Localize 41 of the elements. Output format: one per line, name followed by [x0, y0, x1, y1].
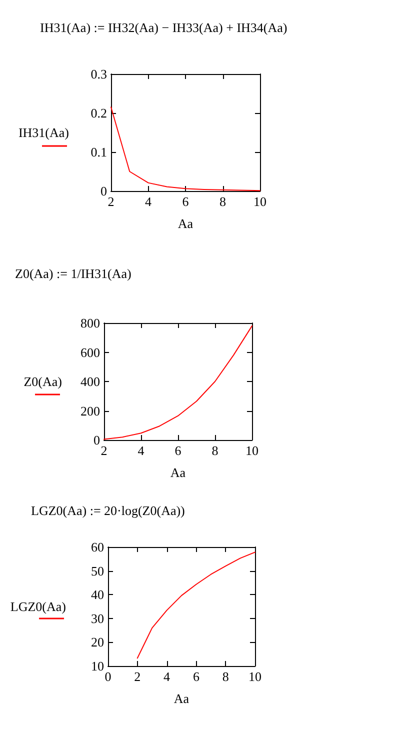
x-tick-label: 4 [145, 194, 152, 209]
y-tick-label: 200 [80, 403, 100, 418]
x-tick-label: 8 [222, 669, 229, 684]
y-tick-label: 0.3 [90, 66, 107, 82]
x-tick-label: 10 [254, 194, 266, 209]
x-tick-label: 6 [182, 194, 190, 209]
y-tick-label: 60 [91, 540, 104, 554]
x-tick-label: 4 [164, 669, 171, 684]
line-series [136, 552, 256, 659]
x-axis-title: Aa [178, 216, 194, 231]
y-tick-label: 0.2 [90, 106, 107, 120]
y-tick-label: 800 [80, 316, 100, 330]
y-tick-label: 0 [100, 184, 107, 198]
y-tick-label: 10 [91, 658, 104, 674]
y-axis-title: IH31(Aa) [18, 125, 69, 140]
y-tick-label: 0.1 [90, 144, 107, 160]
x-tick-label: 6 [174, 443, 182, 458]
y-tick-label: 400 [80, 374, 100, 389]
x-tick-label: 2 [108, 194, 114, 209]
chart-title: Z0(Aa) := 1/IH31(Aa) [15, 266, 132, 281]
x-axis-title: Aa [170, 465, 186, 480]
x-tick-label: 4 [138, 443, 145, 458]
y-tick-label: 20 [91, 634, 104, 650]
x-axis-title: Aa [174, 691, 190, 706]
line-series [104, 325, 252, 440]
y-axis-title: LGZ0(Aa) [10, 599, 66, 614]
x-tick-label: 8 [220, 194, 226, 209]
x-tick-label: 8 [212, 443, 218, 458]
x-tick-label: 6 [192, 669, 200, 684]
y-tick-label: 0 [94, 432, 100, 448]
chart-title: LGZ0(Aa) := 20·log(Z0(Aa)) [31, 503, 185, 518]
y-tick-label: 50 [91, 563, 104, 578]
y-tick-label: 600 [80, 344, 100, 360]
x-tick-label: 10 [246, 443, 258, 458]
x-tick-label: 2 [134, 669, 141, 684]
chart-title: IH31(Aa) := IH32(Aa) − IH33(Aa) + IH34(Aa) [40, 20, 288, 35]
y-tick-label: 30 [91, 610, 104, 626]
x-tick-label: 10 [248, 669, 262, 684]
y-tick-label: 40 [91, 587, 104, 602]
y-axis-title: Z0(Aa) [24, 374, 62, 389]
x-tick-label: 2 [100, 443, 108, 458]
